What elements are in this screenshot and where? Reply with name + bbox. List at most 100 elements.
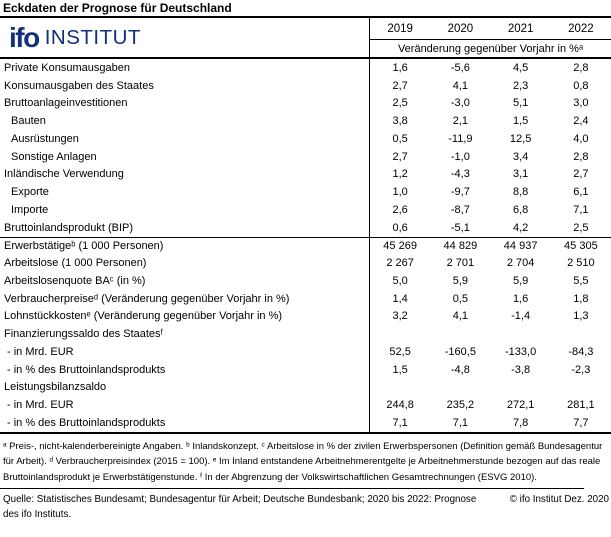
cell-value: 2,4: [573, 115, 589, 128]
years-row: 2019 2020 2021 2022: [370, 18, 611, 40]
cell-value: 1,0: [392, 186, 408, 199]
row-label: Sonstige Anlagen: [0, 147, 370, 166]
cell-value: -2,3: [571, 363, 591, 376]
cell-value: 3,8: [392, 115, 408, 128]
cell-value: 5,0: [392, 274, 408, 287]
cell-value: 1,5: [392, 363, 408, 376]
cell-value: 44 829: [443, 239, 478, 252]
year-header: 2020: [447, 22, 474, 35]
row-label: Ausrüstungen: [0, 130, 370, 148]
row-values: 7,1 7,1 7,8 7,7: [370, 414, 611, 432]
cell-value: -9,7: [450, 186, 470, 199]
row-label: Exporte: [0, 183, 370, 201]
cell-value: 3,2: [392, 310, 408, 323]
row-label: - in % des Bruttoinlandsprodukts: [0, 414, 370, 432]
cell-value: 8,8: [512, 186, 529, 199]
cell-value: 1,2: [392, 168, 408, 181]
cell-value: 2,3: [512, 79, 529, 92]
row-label: Bruttoanlageinvestitionen: [0, 94, 370, 113]
row-label: Verbraucherpreiseᵈ (Veränderung gegenübe…: [0, 289, 370, 308]
cell-value: [370, 325, 430, 343]
row-values: [370, 379, 611, 397]
table-row: Exporte 1,0 -9,7 8,8 6,1: [0, 183, 611, 201]
cell-value: 1,8: [573, 292, 589, 305]
page-title: Eckdaten der Prognose für Deutschland: [0, 0, 611, 18]
cell-value: 4,1: [452, 310, 469, 323]
table-row: - in % des Bruttoinlandsprodukts 1,5 -4,8 -…: [0, 360, 611, 379]
cell-value: -8,7: [450, 203, 470, 216]
table-row: Erwerbstätigeᵇ (1 000 Personen) 45 269 44 …: [0, 236, 611, 255]
row-label: Finanzierungssaldo des Staatesᶠ: [0, 325, 370, 343]
cell-value: [430, 379, 490, 397]
cell-value: 4,1: [452, 79, 469, 92]
cell-value: -4,3: [450, 168, 470, 181]
row-values: 2,7 -1,0 3,4 2,8: [370, 148, 611, 166]
source-text: Quelle: Statistisches Bundesamt; Bundesa…: [3, 493, 477, 520]
cell-value: 5,9: [512, 274, 529, 287]
cell-value: 1,4: [392, 292, 408, 305]
year-header: 2019: [387, 22, 413, 35]
row-values: 2 267 2 701 2 704 2 510: [370, 254, 611, 272]
row-values: 3,8 2,1 1,5 2,4: [370, 112, 611, 130]
table-row: Bruttoanlageinvestitionen 2,5 -3,0 5,1 3,0: [0, 94, 611, 113]
cell-value: 2,8: [573, 61, 589, 74]
table-row: Leistungsbilanzsaldo: [0, 378, 611, 397]
row-values: 2,5 -3,0 5,1 3,0: [370, 95, 611, 113]
cell-value: 244,8: [386, 399, 414, 412]
cell-value: 1,5: [512, 115, 529, 128]
table-row: Ausrüstungen 0,5 -11,9 12,5 4,0: [0, 130, 611, 148]
ifo-logo-text: ifo: [9, 21, 40, 53]
table-row: Arbeitslose (1 000 Personen) 2 267 2 701 2 …: [0, 254, 611, 272]
row-label: Importe: [0, 201, 370, 219]
source-row: Quelle: Statistisches Bundesamt; Bundesa…: [0, 489, 611, 522]
cell-value: 235,2: [446, 399, 475, 412]
cell-value: 1,6: [512, 292, 529, 305]
cell-value: 2,5: [573, 221, 589, 234]
cell-value: 2,7: [573, 168, 589, 181]
row-label: Konsumausgaben des Staates: [0, 76, 370, 95]
row-values: 45 269 44 829 44 937 45 305: [370, 238, 611, 255]
cell-value: 2,7: [392, 150, 408, 163]
cell-value: 5,1: [512, 97, 529, 110]
row-values: 2,7 4,1 2,3 0,8: [370, 77, 611, 95]
cell-value: 1,6: [392, 61, 408, 74]
row-label: - in Mrd. EUR: [0, 343, 370, 361]
row-label: Bauten: [0, 112, 370, 130]
cell-value: [551, 325, 611, 343]
table-row: Verbraucherpreiseᵈ (Veränderung gegenübe…: [0, 289, 611, 308]
row-label: - in % des Bruttoinlandsprodukts: [0, 360, 370, 379]
table-row: Bauten 3,8 2,1 1,5 2,4: [0, 112, 611, 130]
row-label: Lohnstückkostenᵉ (Veränderung gegenüber …: [0, 307, 370, 326]
row-label: Erwerbstätigeᵇ (1 000 Personen): [0, 237, 370, 255]
cell-value: [551, 379, 611, 397]
year-header: 2021: [507, 22, 534, 35]
cell-value: -160,5: [444, 345, 476, 358]
cell-value: -11,9: [448, 132, 473, 145]
table-row: Konsumausgaben des Staates 2,7 4,1 2,3 0,8: [0, 76, 611, 95]
table-body: Private Konsumausgaben 1,6 -5,6 4,5 2,8 Konsu…: [0, 59, 611, 434]
table-row: Importe 2,6 -8,7 6,8 7,1: [0, 201, 611, 219]
cell-value: 4,5: [512, 61, 529, 74]
cell-value: 0,5: [452, 292, 469, 305]
row-values: 0,6 -5,1 4,2 2,5: [370, 219, 611, 237]
cell-value: 7,1: [392, 416, 408, 429]
cell-value: 6,8: [512, 203, 529, 216]
year-header: 2022: [568, 22, 594, 35]
cell-value: 6,1: [573, 186, 589, 199]
cell-value: 2 510: [567, 257, 595, 270]
row-label: Private Konsumausgaben: [0, 59, 370, 77]
table-row: Bruttoinlandsprodukt (BIP) 0,6 -5,1 4,2 2,5: [0, 218, 611, 237]
footnotes-text: ᵃ Preis-, nicht-kalenderbereinigte Angab…: [3, 440, 603, 483]
cell-value: 0,5: [392, 132, 408, 145]
change-vs-prior-year-label: Veränderung gegenüber Vorjahr in %ᵃ: [397, 42, 584, 55]
cell-value: [430, 325, 490, 343]
cell-value: 44 937: [503, 239, 538, 252]
cell-value: -1,4: [511, 310, 531, 323]
cell-value: 4,0: [573, 132, 589, 145]
copyright-text: © ifo Institut Dez. 2020: [509, 493, 609, 505]
row-values: 1,5 -4,8 -3,8 -2,3: [370, 361, 611, 379]
table-row: Lohnstückkostenᵉ (Veränderung gegenüber …: [0, 307, 611, 326]
cell-value: -84,3: [568, 345, 594, 358]
row-label: - in Mrd. EUR: [0, 396, 370, 414]
row-label: Bruttoinlandsprodukt (BIP): [0, 218, 370, 237]
